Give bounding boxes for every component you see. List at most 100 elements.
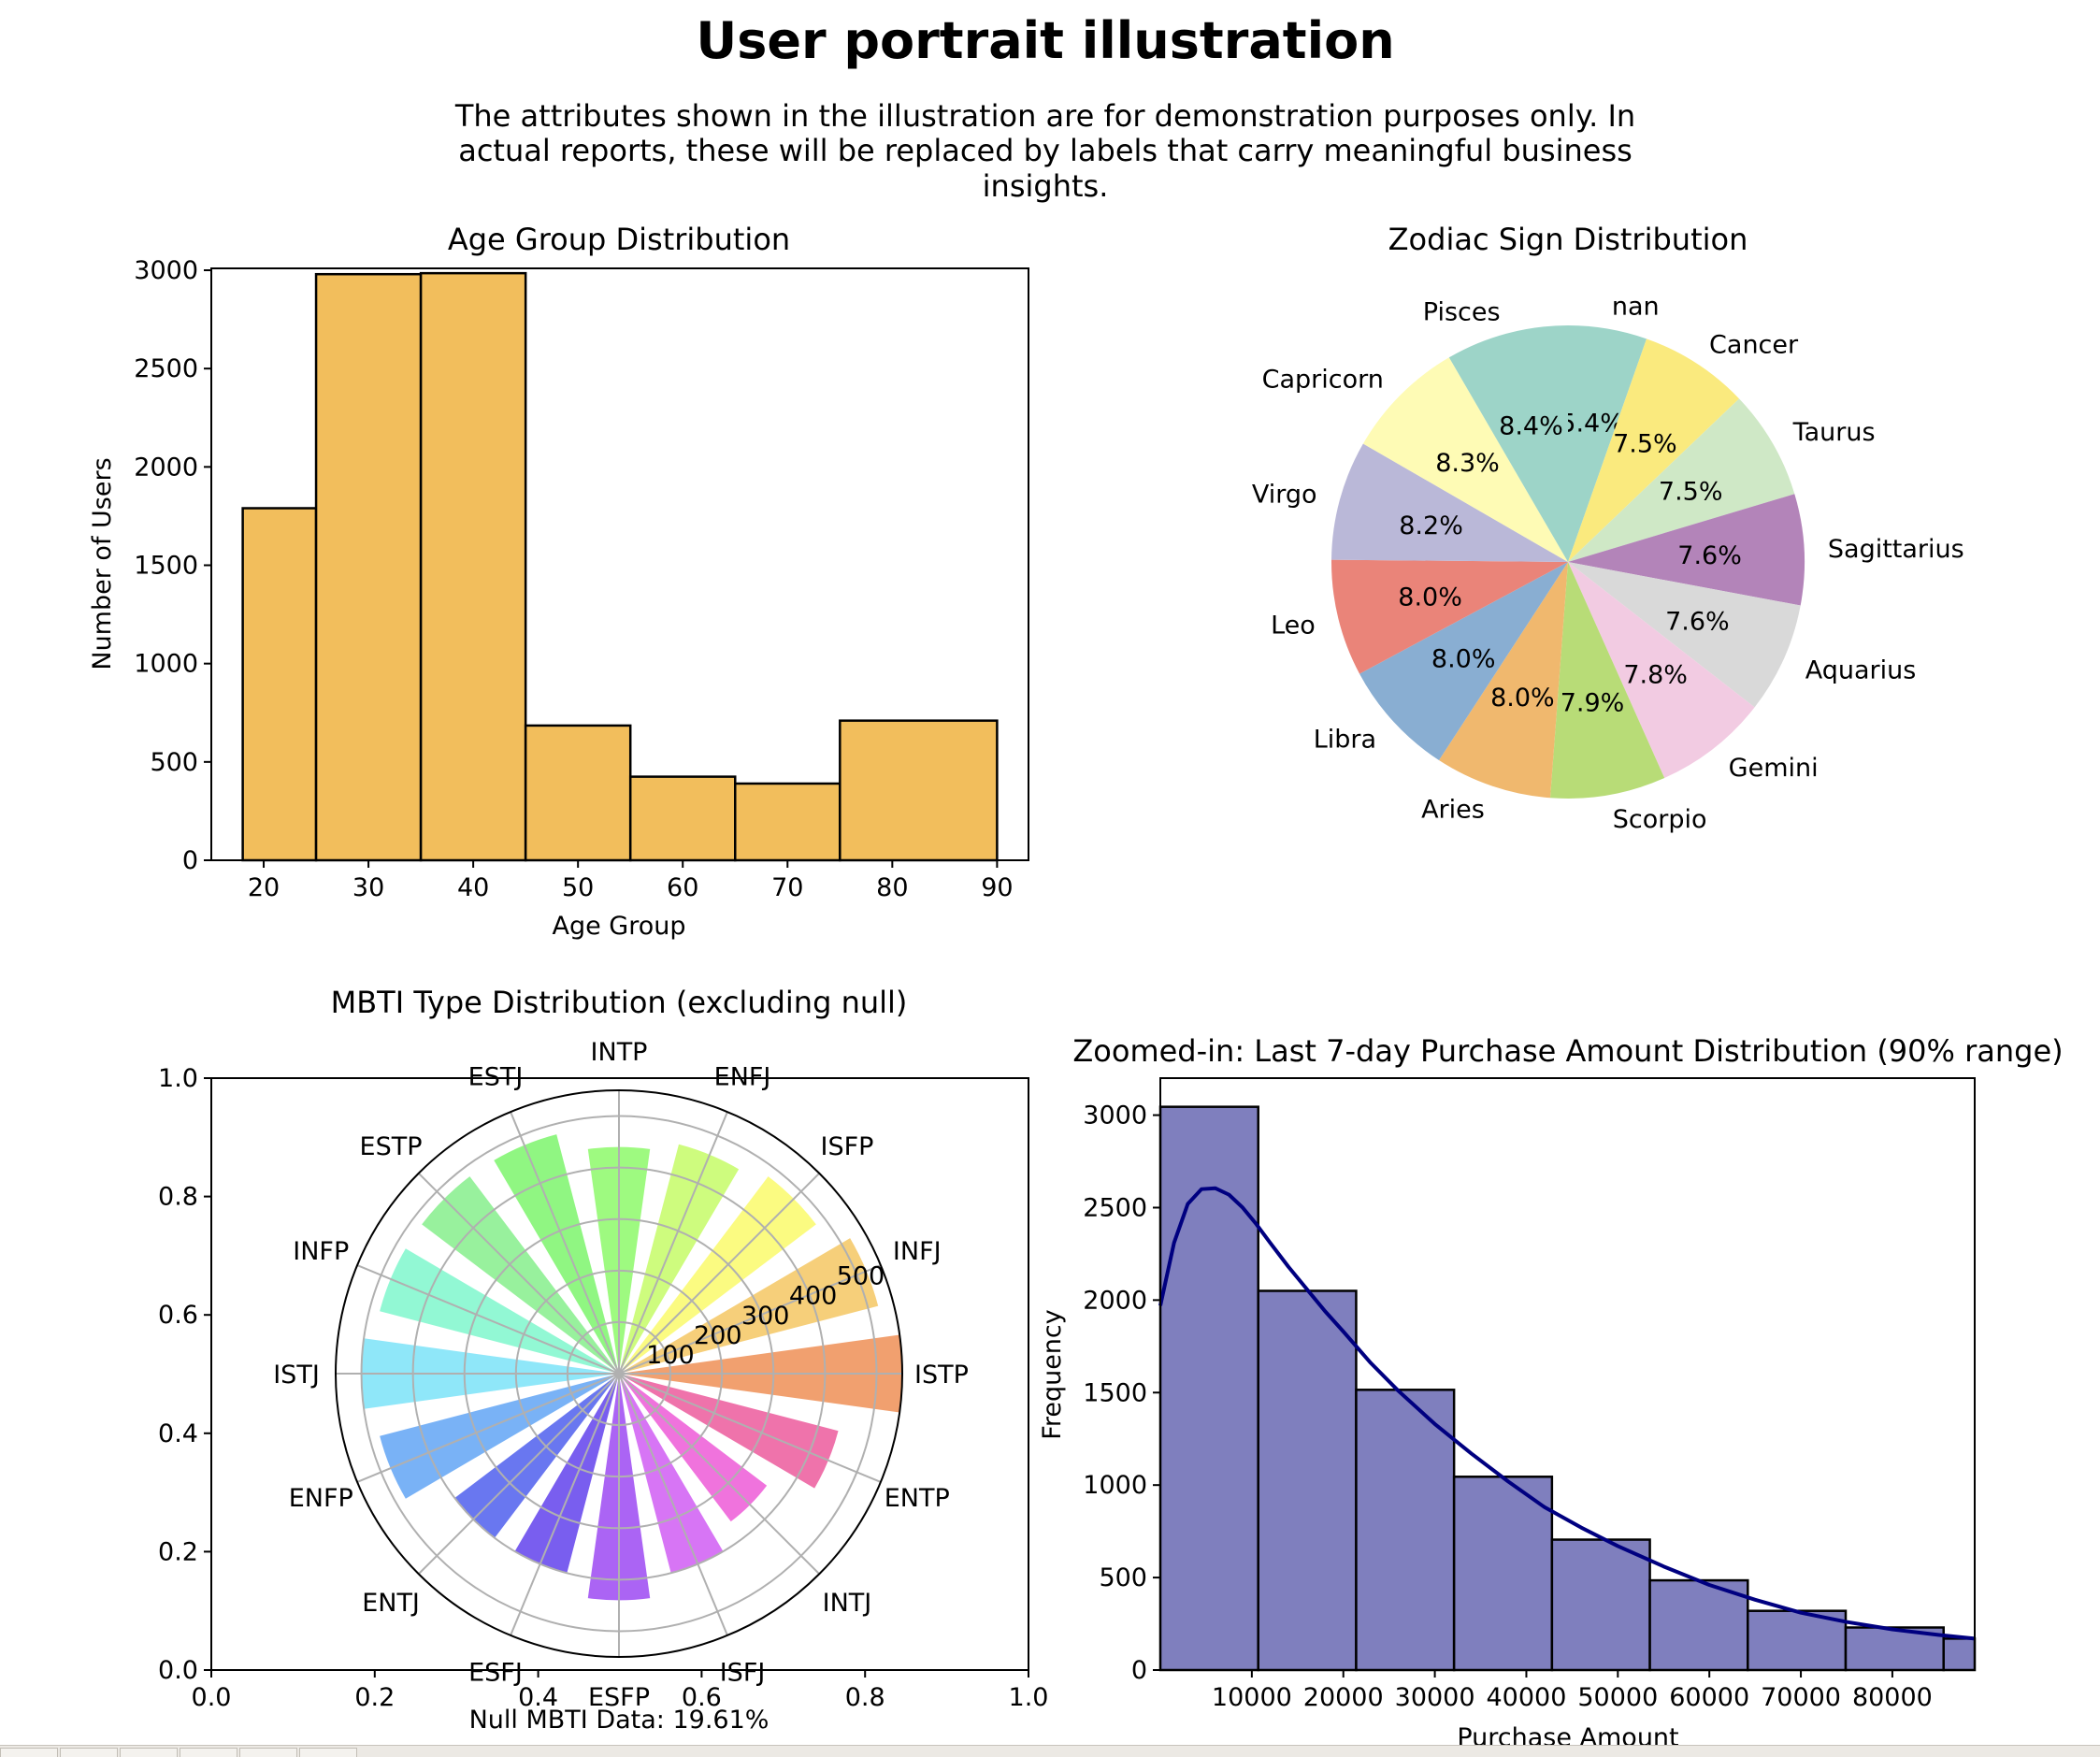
purchase-plot-frame: [1159, 1077, 1976, 1671]
mbti-frame-x-tick-label: 0.0: [192, 1683, 232, 1712]
pie-slice: [1331, 559, 1568, 674]
taskbar-tab[interactable]: [60, 1748, 118, 1757]
mbti-frame-y-tick-label: 0.6: [158, 1301, 198, 1330]
mbti-angular-gridline: [418, 1373, 620, 1575]
purchase-y-tick-label: 2500: [1083, 1193, 1147, 1222]
mbti-angular-gridline: [418, 1173, 620, 1375]
mbti-bar: [619, 1374, 724, 1574]
pie-pct-label: 8.0%: [1490, 684, 1555, 713]
purchase-y-tick-label: 1000: [1083, 1471, 1147, 1500]
age-x-axis-label: Age Group: [552, 912, 685, 941]
age-y-tick-label: 500: [150, 748, 198, 777]
pie-pct-label: 7.9%: [1561, 689, 1625, 718]
mbti-frame-x-tick-label: 0.4: [518, 1683, 558, 1712]
purchase-bar: [1257, 1289, 1358, 1672]
pie-slice: [1568, 338, 1740, 562]
mbti-frame-y-tick-label: 0.4: [158, 1419, 198, 1448]
age-y-tick-label: 2500: [134, 354, 198, 383]
pie-pct-label: 8.0%: [1398, 583, 1462, 612]
mbti-angular-gridline: [618, 1373, 820, 1575]
mbti-category-label: ISFP: [820, 1132, 873, 1161]
purchase-x-tick-label: 60000: [1669, 1683, 1749, 1712]
mbti-category-label: ESFP: [588, 1683, 650, 1712]
age-bar: [314, 272, 423, 862]
purchase-x-axis-label: Purchase Amount: [1457, 1723, 1678, 1745]
taskbar-tab[interactable]: [0, 1748, 58, 1757]
purchase-x-tick-label: 80000: [1852, 1683, 1933, 1712]
figure-subtitle-line-1: The attributes shown in the illustration…: [454, 98, 1635, 134]
purchase-y-axis-label: Frequency: [1038, 1309, 1067, 1440]
age-y-tick-label: 1500: [134, 552, 198, 581]
mbti-frame-y-tick-label: 0.8: [158, 1183, 198, 1212]
mbti-category-label: ESTJ: [468, 1062, 524, 1091]
pie-slice: [1568, 398, 1795, 562]
purchase-x-tick-label: 70000: [1761, 1683, 1841, 1712]
age-y-tick-label: 0: [182, 846, 198, 875]
purchase-bar: [1158, 1105, 1259, 1672]
age-y-tick-label: 1000: [134, 650, 198, 679]
pie-slice: [1362, 357, 1568, 562]
pie-slice: [1448, 325, 1568, 562]
purchase-histogram: Zoomed-in: Last 7-day Purchase Amount Di…: [1038, 1033, 2064, 1745]
taskbar-tab[interactable]: [299, 1748, 357, 1757]
age-x-tick-label: 30: [352, 873, 384, 902]
age-x-tick-label: 90: [981, 873, 1013, 902]
age-y-axis-label: Number of Users: [88, 457, 117, 670]
mbti-category-label: ISTJ: [273, 1361, 320, 1390]
pie-pct-label: 7.5%: [1613, 430, 1677, 459]
age-x-tick-label: 70: [771, 873, 803, 902]
purchase-chart-title: Zoomed-in: Last 7-day Purchase Amount Di…: [1072, 1033, 2063, 1069]
mbti-bar: [494, 1134, 619, 1374]
purchase-bar: [1452, 1476, 1554, 1672]
pie-slice: [1359, 562, 1568, 761]
mbti-angular-gridline: [510, 1111, 620, 1375]
mbti-category-label: INTJ: [823, 1589, 872, 1618]
purchase-bar: [1550, 1538, 1651, 1672]
pie-slice: [1439, 562, 1568, 799]
mbti-bar: [514, 1374, 619, 1574]
pie-chart-title: Zodiac Sign Distribution: [1388, 222, 1748, 257]
purchase-bar: [1355, 1389, 1456, 1672]
mbti-radial-tick-label: 300: [741, 1302, 790, 1331]
mbti-polar-outline: [335, 1089, 903, 1658]
mbti-radial-tick-label: 200: [694, 1321, 742, 1350]
mbti-radial-tick-label: 400: [789, 1282, 838, 1311]
purchase-y-tick-label: 1500: [1083, 1378, 1147, 1407]
purchase-x-tick-label: 50000: [1577, 1683, 1658, 1712]
pie-slice: [1568, 325, 1647, 562]
pie-slice: [1568, 494, 1805, 606]
mbti-radial-tick-label: 500: [837, 1262, 885, 1291]
mbti-chart-title: MBTI Type Distribution (excluding null): [331, 985, 908, 1020]
mbti-category-label: INFP: [293, 1237, 349, 1266]
age-x-tick-label: 20: [248, 873, 280, 902]
purchase-y-tick-label: 500: [1099, 1563, 1147, 1592]
pie-pct-label: 7.8%: [1623, 660, 1688, 689]
mbti-angular-gridline: [618, 1173, 820, 1375]
pie-category-label: Aries: [1421, 796, 1485, 825]
figure-subtitle-line-2: actual reports, these will be replaced b…: [458, 133, 1633, 168]
mbti-category-label: INTP: [591, 1038, 648, 1067]
taskbar-tab[interactable]: [180, 1748, 237, 1757]
pie-category-label: Pisces: [1423, 297, 1501, 326]
mbti-frame-x-tick-label: 1.0: [1009, 1683, 1049, 1712]
pie-pct-label: 8.2%: [1399, 511, 1463, 540]
age-y-tick-label: 2000: [134, 453, 198, 482]
pie-pct-label: 7.5%: [1659, 478, 1723, 507]
pie-category-label: nan: [1612, 293, 1660, 322]
mbti-bar: [380, 1248, 619, 1374]
taskbar: [0, 1745, 2100, 1757]
pie-category-label: Capricorn: [1262, 366, 1384, 395]
zodiac-pie-chart: Zodiac Sign Distribution 5.4% nan 7.5% Canc…: [1252, 222, 1964, 834]
mbti-frame-y-tick-label: 1.0: [158, 1064, 198, 1093]
mbti-polar-chart: MBTI Type Distribution (excluding null) …: [158, 985, 1048, 1735]
mbti-category-label: ESTP: [360, 1132, 423, 1161]
taskbar-tab[interactable]: [239, 1748, 297, 1757]
purchase-y-tick-label: 3000: [1083, 1102, 1147, 1131]
pie-category-label: Gemini: [1729, 754, 1819, 783]
pie-pct-label: 8.3%: [1435, 449, 1500, 478]
pie-pct-label: 5.4%: [1560, 409, 1624, 438]
taskbar-tab[interactable]: [120, 1748, 178, 1757]
purchase-bar: [1942, 1637, 1977, 1672]
mbti-radial-tick-label: 100: [646, 1341, 695, 1370]
